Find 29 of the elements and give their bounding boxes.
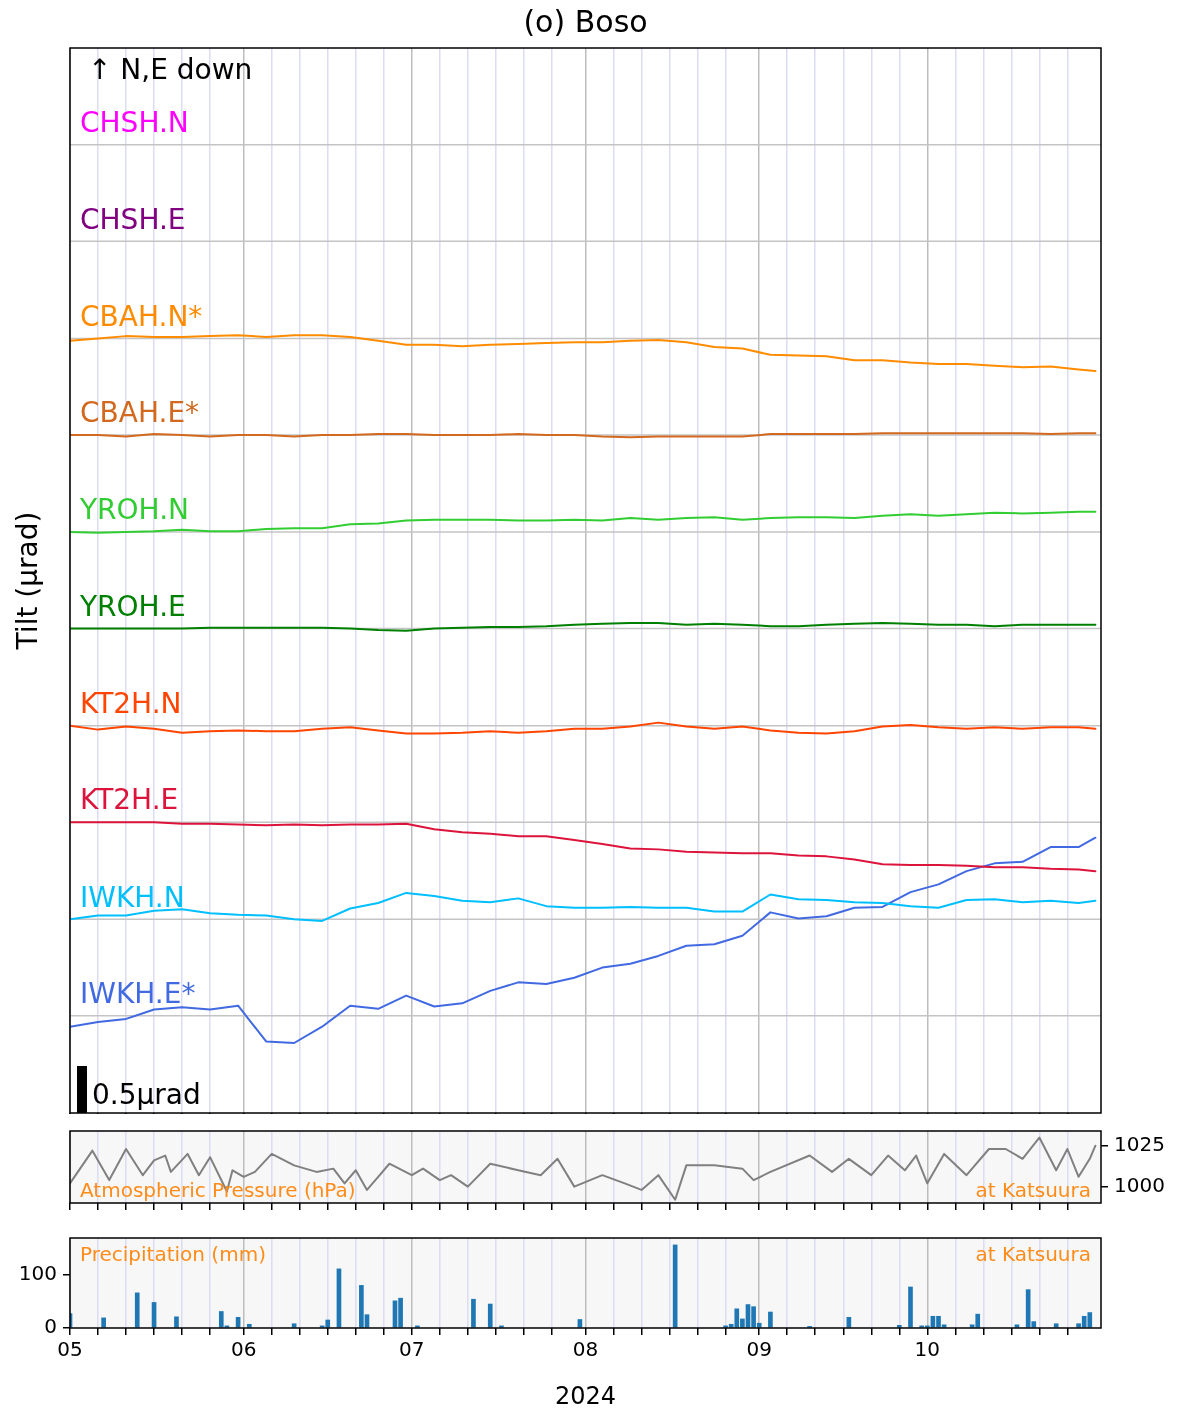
text: ↑ N,E down [88,53,253,87]
annotation: at Katsuura [975,1242,1091,1267]
series-label: IWKH.N [80,880,185,914]
y-tick-label: 0 [44,1314,57,1339]
y-tick-label: 100 [18,1260,57,1285]
y2-tick-label: 1025 [1114,1131,1165,1156]
x-tick-label: 08 [572,1337,599,1362]
x-tick-label: 06 [230,1337,257,1362]
annotation: at Katsuura [975,1178,1091,1203]
series-label: CBAH.N* [80,299,203,333]
y-axis-title: Tilt (μrad) [11,511,45,651]
x-axis-title: 2024 [554,1381,617,1410]
annotation: Precipitation (mm) [80,1242,266,1267]
series-label: KT2H.E [80,783,179,817]
x-tick-label: 10 [914,1337,941,1362]
annotation: Atmospheric Pressure (hPa) [80,1178,356,1203]
x-tick-label: 05 [57,1337,83,1362]
x-tick-label: 09 [746,1337,772,1362]
x-tick-label: 07 [399,1337,425,1362]
legend-label: CHSH.E [80,202,186,236]
series-label: YROH.E [79,589,186,623]
series-label: KT2H.N [80,687,182,721]
annotation: 0.5μrad [92,1078,201,1112]
series-label: IWKH.E* [80,977,196,1011]
legend-label: CHSH.N [80,106,189,140]
y2-tick-label: 1000 [1114,1172,1165,1197]
series-label: CBAH.E* [80,396,200,430]
chart-title: (o) Boso [523,3,648,39]
series-label: YROH.N [79,493,190,527]
